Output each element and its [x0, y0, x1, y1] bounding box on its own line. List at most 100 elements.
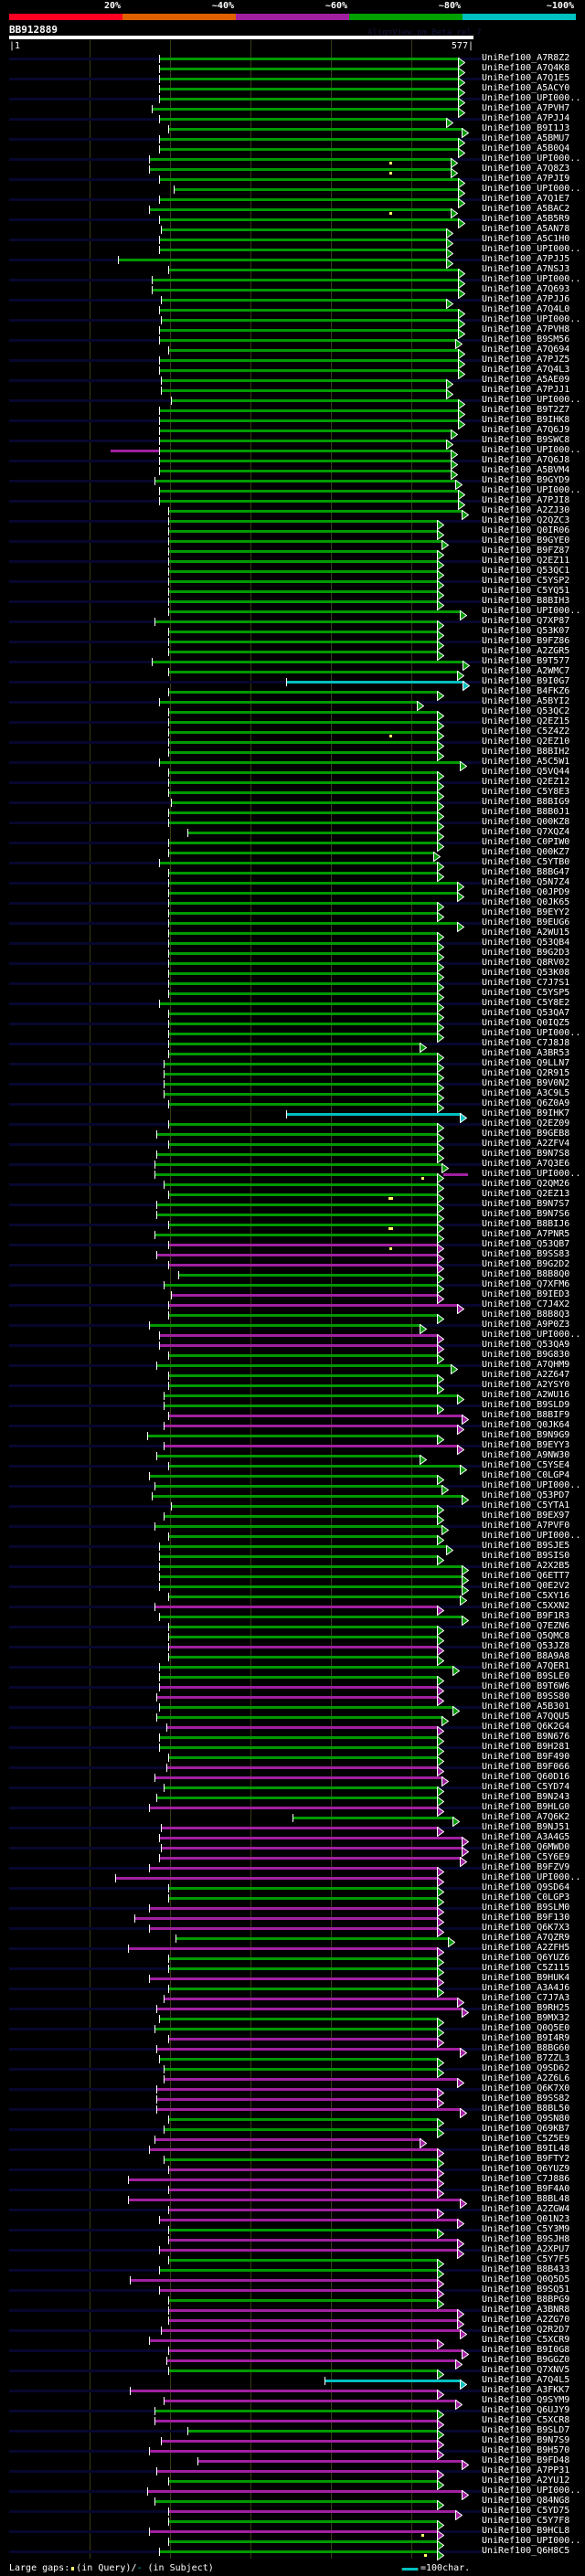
hit-label[interactable]: UniRef100_A7PNR5 — [482, 1229, 570, 1239]
hit-label[interactable]: UniRef100_Q53K08 — [482, 968, 570, 978]
hit-label[interactable]: UniRef100_A5BYI2 — [482, 696, 570, 706]
hit-label[interactable]: UniRef100_Q2EZ10 — [482, 737, 570, 747]
hit-label[interactable]: UniRef100_UPI000.. — [482, 274, 581, 284]
hit-label[interactable]: UniRef100_Q6ETT7 — [482, 1571, 570, 1581]
hit-label[interactable]: UniRef100_A3A4G5 — [482, 1832, 570, 1842]
hit-label[interactable]: UniRef100_B9HCL8 — [482, 2526, 570, 2536]
hit-label[interactable]: UniRef100_B9N7S9 — [482, 2435, 570, 2445]
hit-label[interactable]: UniRef100_B7ZZL3 — [482, 2053, 570, 2063]
hit-label[interactable]: UniRef100_A7Q693 — [482, 284, 570, 294]
hit-label[interactable]: UniRef100_C5YQ51 — [482, 586, 570, 596]
hit-label[interactable]: UniRef100_B9GEB8 — [482, 1129, 570, 1139]
hit-label[interactable]: UniRef100_B9SS83 — [482, 1249, 570, 1259]
hit-label[interactable]: UniRef100_Q01N23 — [482, 2214, 570, 2224]
hit-label[interactable]: UniRef100_B8BL50 — [482, 2104, 570, 2114]
hit-label[interactable]: UniRef100_A2WMC7 — [482, 666, 570, 676]
hit-label[interactable]: UniRef100_A2X2B5 — [482, 1561, 570, 1571]
hit-label[interactable]: UniRef100_C5YSE4 — [482, 1460, 570, 1470]
hit-label[interactable]: UniRef100_A9P0Z3 — [482, 1320, 570, 1330]
hit-label[interactable]: UniRef100_A7PP31 — [482, 2465, 570, 2475]
hit-label[interactable]: UniRef100_A7Q3E6 — [482, 1159, 570, 1169]
hit-label[interactable]: UniRef100_A7PJJ1 — [482, 385, 570, 395]
hit-label[interactable]: UniRef100_B9SJE5 — [482, 1541, 570, 1551]
hit-label[interactable]: UniRef100_B8B433 — [482, 2264, 570, 2274]
hit-label[interactable]: UniRef100_A5ACY0 — [482, 83, 570, 93]
hit-label[interactable]: UniRef100_B8BIH2 — [482, 747, 570, 757]
hit-label[interactable]: UniRef100_B9I4R9 — [482, 2033, 570, 2043]
hit-label[interactable]: UniRef100_Q0IR06 — [482, 525, 570, 535]
hit-label[interactable]: UniRef100_C0LGP4 — [482, 1470, 570, 1480]
hit-label[interactable]: UniRef100_Q53QA9 — [482, 1340, 570, 1350]
hit-label[interactable]: UniRef100_A2WU16 — [482, 1390, 570, 1400]
hit-label[interactable]: UniRef100_A7Q694 — [482, 345, 570, 355]
hit-label[interactable]: UniRef100_B9IHK8 — [482, 415, 570, 425]
hit-label[interactable]: UniRef100_A2WU15 — [482, 928, 570, 938]
hit-label[interactable]: UniRef100_A9NW30 — [482, 1450, 570, 1460]
hit-label[interactable]: UniRef100_C5YTB0 — [482, 857, 570, 867]
hit-label[interactable]: UniRef100_Q5N7Z4 — [482, 877, 570, 887]
hit-label[interactable]: UniRef100_A5C1H0 — [482, 234, 570, 244]
hit-label[interactable]: UniRef100_B9MX32 — [482, 2013, 570, 2023]
hit-label[interactable]: UniRef100_UPI000.. — [482, 485, 581, 495]
hit-label[interactable]: UniRef100_Q6UJY9 — [482, 2405, 570, 2415]
hit-label[interactable]: UniRef100_A7PJJ5 — [482, 254, 570, 264]
hit-label[interactable]: UniRef100_Q53PD7 — [482, 1490, 570, 1500]
hit-label[interactable]: UniRef100_B8B0J1 — [482, 807, 570, 817]
hit-label[interactable]: UniRef100_Q69KB7 — [482, 2124, 570, 2134]
hit-label[interactable]: UniRef100_A7PVH7 — [482, 103, 570, 113]
hit-label[interactable]: UniRef100_A2XPU7 — [482, 2244, 570, 2254]
hit-label[interactable]: UniRef100_Q6MWD0 — [482, 1842, 570, 1852]
hit-label[interactable]: UniRef100_Q00KZ8 — [482, 817, 570, 827]
hit-label[interactable]: UniRef100_B9HLG0 — [482, 1802, 570, 1812]
hit-label[interactable]: UniRef100_Q5VQ44 — [482, 767, 570, 777]
hit-label[interactable]: UniRef100_Q0IQZ5 — [482, 1018, 570, 1028]
hit-label[interactable]: UniRef100_A2ZFH5 — [482, 1943, 570, 1953]
hit-label[interactable]: UniRef100_UPI000.. — [482, 1480, 581, 1490]
hit-label[interactable]: UniRef100_Q53K07 — [482, 626, 570, 636]
hit-label[interactable]: UniRef100_Q9LLN7 — [482, 1058, 570, 1068]
hit-label[interactable]: UniRef100_A7PVF0 — [482, 1521, 570, 1531]
hit-label[interactable]: UniRef100_C5Y7F8 — [482, 2516, 570, 2526]
hit-label[interactable]: UniRef100_B9SJH8 — [482, 2234, 570, 2244]
hit-label[interactable]: UniRef100_A3C9L5 — [482, 1088, 570, 1098]
hit-label[interactable]: UniRef100_Q6K7X3 — [482, 1923, 570, 1933]
hit-label[interactable]: UniRef100_Q00KZ7 — [482, 847, 570, 857]
hit-label[interactable]: UniRef100_C5Z5E9 — [482, 2134, 570, 2144]
hit-label[interactable]: UniRef100_A2ZGR5 — [482, 646, 570, 656]
hit-label[interactable]: UniRef100_B9EX97 — [482, 1511, 570, 1521]
hit-label[interactable]: UniRef100_B9GYD9 — [482, 475, 570, 485]
hit-label[interactable]: UniRef100_C7J7S1 — [482, 978, 570, 988]
hit-label[interactable]: UniRef100_Q7XFM6 — [482, 1279, 570, 1289]
hit-label[interactable]: UniRef100_B9F130 — [482, 1913, 570, 1923]
hit-label[interactable]: UniRef100_A7PJI9 — [482, 174, 570, 184]
hit-label[interactable]: UniRef100_A3BNR8 — [482, 2305, 570, 2315]
hit-label[interactable]: UniRef100_A2YSY0 — [482, 1380, 570, 1390]
hit-label[interactable]: UniRef100_Q0Q5E0 — [482, 2023, 570, 2033]
hit-label[interactable]: UniRef100_Q9SD64 — [482, 1882, 570, 1892]
hit-label[interactable]: UniRef100_B8BIJ6 — [482, 1219, 570, 1229]
hit-label[interactable]: UniRef100_UPI000.. — [482, 93, 581, 103]
hit-label[interactable]: UniRef100_A5BAC2 — [482, 204, 570, 214]
hit-label[interactable]: UniRef100_UPI000.. — [482, 154, 581, 164]
hit-label[interactable]: UniRef100_Q53QA7 — [482, 1008, 570, 1018]
hit-label[interactable]: UniRef100_UPI000.. — [482, 395, 581, 405]
hit-label[interactable]: UniRef100_C5XCR9 — [482, 2335, 570, 2345]
hit-label[interactable]: UniRef100_Q60D16 — [482, 1772, 570, 1782]
hit-label[interactable]: UniRef100_B9SIS0 — [482, 1551, 570, 1561]
hit-label[interactable]: UniRef100_UPI000.. — [482, 1531, 581, 1541]
hit-label[interactable]: UniRef100_B9FD48 — [482, 2455, 570, 2465]
hit-label[interactable]: UniRef100_C5YSP2 — [482, 576, 570, 586]
hit-label[interactable]: UniRef100_A7QZR9 — [482, 1933, 570, 1943]
hit-label[interactable]: UniRef100_A7Q6K2 — [482, 1812, 570, 1822]
hit-label[interactable]: UniRef100_B9N7S6 — [482, 1209, 570, 1219]
hit-label[interactable]: UniRef100_B9F066 — [482, 1762, 570, 1772]
hit-label[interactable]: UniRef100_A5B5R9 — [482, 214, 570, 224]
hit-label[interactable]: UniRef100_UPI000.. — [482, 1028, 581, 1038]
hit-label[interactable]: UniRef100_B9HUK4 — [482, 1973, 570, 1983]
hit-label[interactable]: UniRef100_C5XCR8 — [482, 2415, 570, 2425]
hit-label[interactable]: UniRef100_A7Q1E7 — [482, 194, 570, 204]
hit-label[interactable]: UniRef100_B9I1J3 — [482, 123, 570, 133]
hit-label[interactable]: UniRef100_UPI000.. — [482, 1169, 581, 1179]
hit-label[interactable]: UniRef100_B8BG47 — [482, 867, 570, 877]
hit-label[interactable]: UniRef100_B9V0N2 — [482, 1078, 570, 1088]
